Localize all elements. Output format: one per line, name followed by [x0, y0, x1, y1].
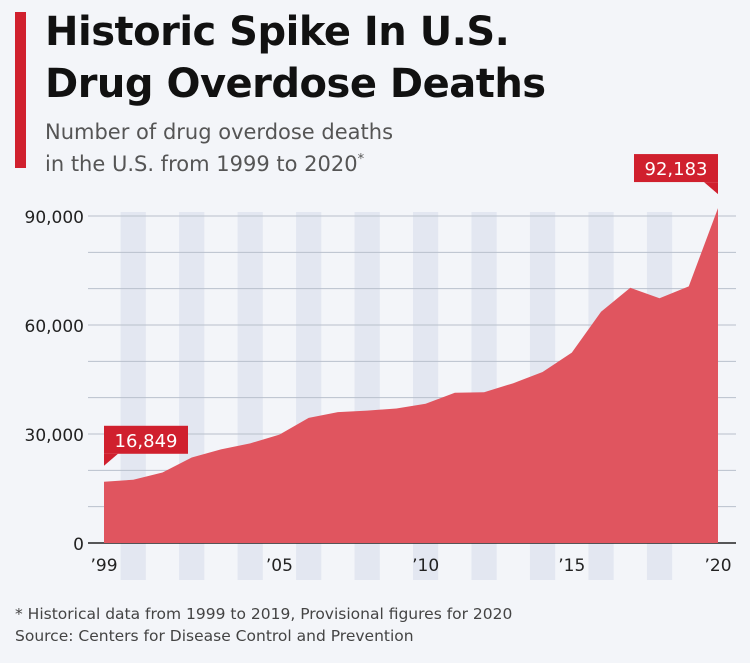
y-tick-label: 30,000	[25, 426, 84, 446]
y-tick-label: 0	[73, 535, 84, 555]
subtitle-footnote-mark: *	[357, 152, 365, 167]
overdose-deaths-area	[104, 208, 718, 544]
subtitle-line-1: Number of drug overdose deaths	[45, 120, 394, 144]
callout-pointer	[704, 182, 718, 195]
x-axis-labels: ’99 ’05 ’10 ’15 ’20	[90, 556, 731, 576]
y-axis-labels: 0 30,000 60,000 90,000	[25, 208, 84, 555]
value-callout: 16,849	[104, 425, 188, 466]
source-text: Source: Centers for Disease Control and …	[15, 627, 414, 645]
accent-bar	[15, 12, 26, 168]
callout-value: 16,849	[115, 431, 178, 452]
subtitle-line-2-wrap: in the U.S. from 1999 to 2020*	[45, 146, 393, 178]
y-tick-label: 90,000	[25, 208, 84, 228]
value-callout: 92,183	[634, 154, 718, 195]
callout-value: 92,183	[645, 159, 708, 180]
chart-title: Historic Spike In U.S. Drug Overdose Dea…	[45, 6, 546, 110]
callout-box	[104, 425, 188, 454]
area-chart: 0 30,000 60,000 90,000 ’99 ’05 ’10 ’15 ’20 16,8…	[25, 154, 736, 580]
x-tick-label: ’15	[558, 556, 585, 576]
footnote: * Historical data from 1999 to 2019, Pro…	[15, 603, 512, 647]
footnote-text: * Historical data from 1999 to 2019, Pro…	[15, 605, 513, 623]
title-line-1: Historic Spike In U.S.	[45, 9, 510, 55]
x-tick-label: ’20	[704, 556, 731, 576]
chart-subtitle: Number of drug overdose deaths in the U.…	[45, 118, 393, 178]
title-line-2: Drug Overdose Deaths	[45, 61, 546, 107]
callout-pointer	[104, 453, 118, 466]
x-tick-label: ’99	[90, 556, 117, 576]
x-tick-label: ’05	[266, 556, 293, 576]
callout-box	[634, 154, 718, 183]
y-tick-label: 60,000	[25, 317, 84, 337]
subtitle-line-2: in the U.S. from 1999 to 2020	[45, 152, 358, 176]
x-tick-label: ’10	[412, 556, 439, 576]
value-callouts: 16,849 92,183	[104, 154, 718, 466]
